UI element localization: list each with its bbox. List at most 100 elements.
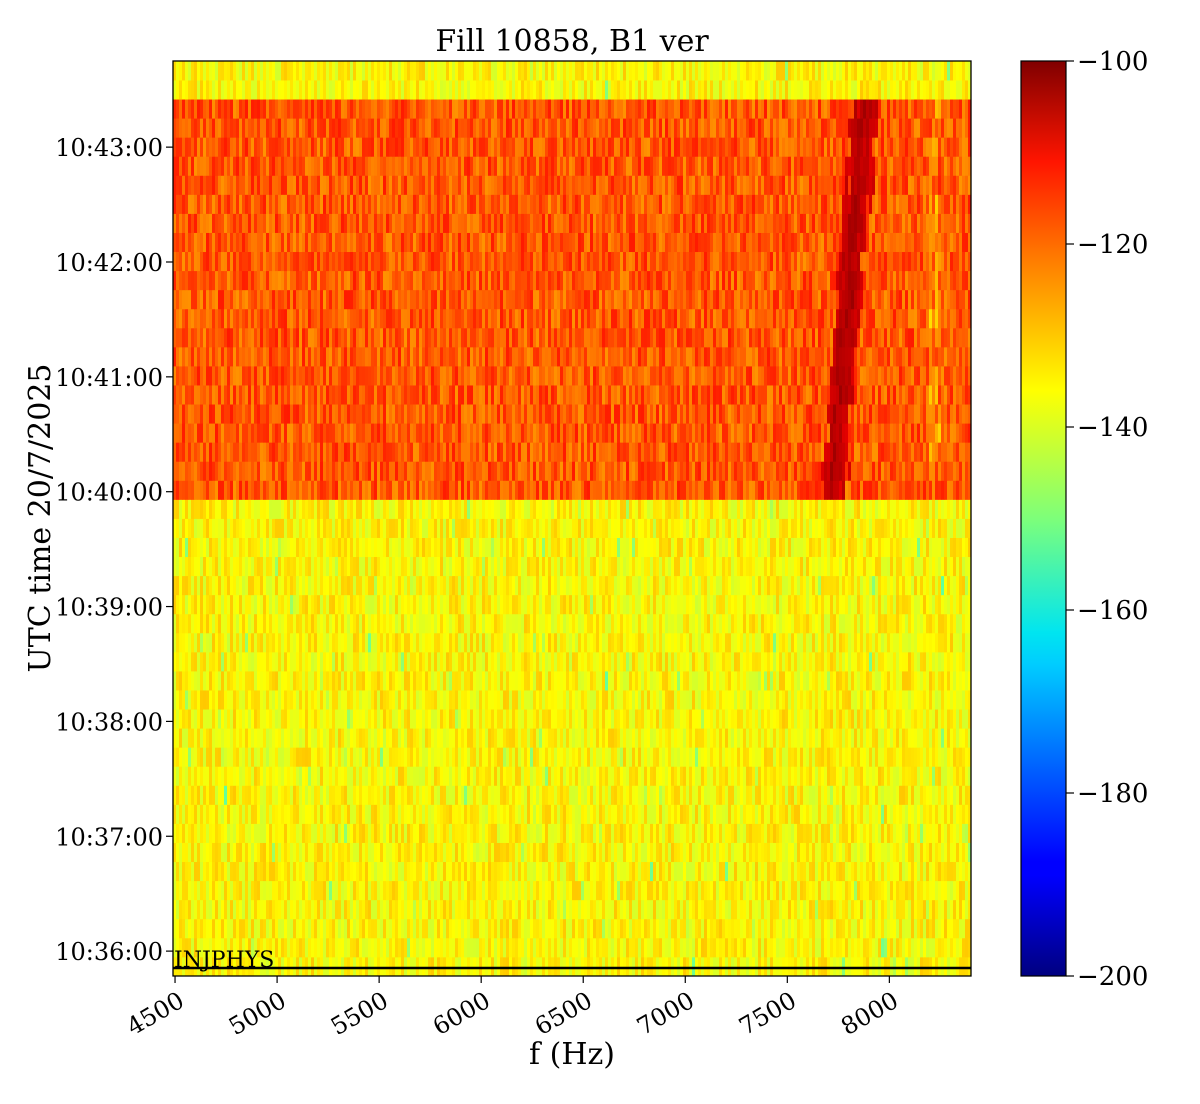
heatmap-cell xyxy=(221,919,224,938)
heatmap-cell xyxy=(815,785,818,804)
heatmap-cell xyxy=(233,843,236,862)
heatmap-cell xyxy=(452,919,455,938)
heatmap-cell xyxy=(557,843,560,862)
heatmap-cell xyxy=(719,881,722,900)
heatmap-cell xyxy=(284,843,287,862)
heatmap-cell xyxy=(872,919,875,938)
heatmap-cell xyxy=(902,938,905,957)
heatmap-cell xyxy=(215,785,218,804)
heatmap-cell xyxy=(941,900,944,919)
heatmap-cell xyxy=(242,747,245,766)
heatmap-cell xyxy=(380,824,383,843)
heatmap-cell xyxy=(440,747,443,766)
heatmap-cell xyxy=(254,671,257,690)
heatmap-cell xyxy=(374,919,377,938)
heatmap-cell xyxy=(860,843,863,862)
heatmap-cell xyxy=(305,957,308,976)
heatmap-cell xyxy=(185,728,188,747)
heatmap-cell xyxy=(284,785,287,804)
heatmap-cell xyxy=(611,652,614,671)
heatmap-cell xyxy=(911,747,914,766)
heatmap-cell xyxy=(311,747,314,766)
heatmap-cell xyxy=(611,938,614,957)
heatmap-cell xyxy=(632,938,635,957)
heatmap-cell xyxy=(212,862,215,881)
heatmap-cell xyxy=(788,957,791,976)
heatmap-cell xyxy=(539,709,542,728)
heatmap-cell xyxy=(305,919,308,938)
heatmap-cell xyxy=(728,747,731,766)
heatmap-cell xyxy=(590,843,593,862)
heatmap-cell xyxy=(932,785,935,804)
heatmap-cell xyxy=(632,652,635,671)
heatmap-cell xyxy=(701,881,704,900)
heatmap-cell xyxy=(803,804,806,823)
heatmap-cell xyxy=(410,957,413,976)
heatmap-cell xyxy=(479,919,482,938)
heatmap-cell xyxy=(413,785,416,804)
heatmap-cell xyxy=(350,633,353,652)
heatmap-cell xyxy=(908,919,911,938)
heatmap-cell xyxy=(209,824,212,843)
heatmap-cell xyxy=(551,633,554,652)
heatmap-cell xyxy=(344,652,347,671)
heatmap-cell xyxy=(962,900,965,919)
heatmap-cell xyxy=(212,881,215,900)
heatmap-cell xyxy=(185,862,188,881)
heatmap-cell xyxy=(716,652,719,671)
heatmap-cell xyxy=(380,633,383,652)
heatmap-cell xyxy=(911,804,914,823)
heatmap-cell xyxy=(245,690,248,709)
heatmap-cell xyxy=(275,652,278,671)
heatmap-cell xyxy=(713,919,716,938)
heatmap-cell xyxy=(881,919,884,938)
heatmap-cell xyxy=(383,862,386,881)
heatmap-cell xyxy=(485,824,488,843)
heatmap-cell xyxy=(593,652,596,671)
heatmap-cell xyxy=(416,747,419,766)
heatmap-cell xyxy=(317,824,320,843)
heatmap-cell xyxy=(500,843,503,862)
heatmap-cell xyxy=(932,862,935,881)
heatmap-cell xyxy=(254,709,257,728)
heatmap-cell xyxy=(926,824,929,843)
heatmap-cell xyxy=(833,938,836,957)
heatmap-cell xyxy=(386,862,389,881)
heatmap-cell xyxy=(773,709,776,728)
heatmap-cell xyxy=(932,881,935,900)
heatmap-cell xyxy=(542,728,545,747)
heatmap-cell xyxy=(686,785,689,804)
heatmap-cell xyxy=(539,671,542,690)
heatmap-cell xyxy=(197,862,200,881)
heatmap-cell xyxy=(962,843,965,862)
heatmap-cell xyxy=(308,919,311,938)
heatmap-cell xyxy=(446,690,449,709)
heatmap-cell xyxy=(335,881,338,900)
heatmap-cell xyxy=(515,881,518,900)
heatmap-cell xyxy=(908,671,911,690)
heatmap-cell xyxy=(248,633,251,652)
heatmap-cell xyxy=(842,728,845,747)
heatmap-cell xyxy=(218,843,221,862)
heatmap-cell xyxy=(914,881,917,900)
heatmap-cell xyxy=(956,938,959,957)
heatmap-cell xyxy=(341,919,344,938)
heatmap-cell xyxy=(503,633,506,652)
heatmap-cell xyxy=(755,652,758,671)
heatmap-cell xyxy=(359,957,362,976)
heatmap-cell xyxy=(671,938,674,957)
heatmap-cell xyxy=(698,728,701,747)
heatmap-cell xyxy=(407,900,410,919)
heatmap-cell xyxy=(257,824,260,843)
heatmap-cell xyxy=(425,843,428,862)
heatmap-cell xyxy=(185,785,188,804)
heatmap-cell xyxy=(224,633,227,652)
heatmap-cell xyxy=(329,957,332,976)
heatmap-cell xyxy=(449,785,452,804)
heatmap-cell xyxy=(686,690,689,709)
heatmap-cell xyxy=(848,690,851,709)
heatmap-cell xyxy=(347,843,350,862)
heatmap-cell xyxy=(830,671,833,690)
heatmap-cell xyxy=(182,785,185,804)
heatmap-cell xyxy=(467,900,470,919)
